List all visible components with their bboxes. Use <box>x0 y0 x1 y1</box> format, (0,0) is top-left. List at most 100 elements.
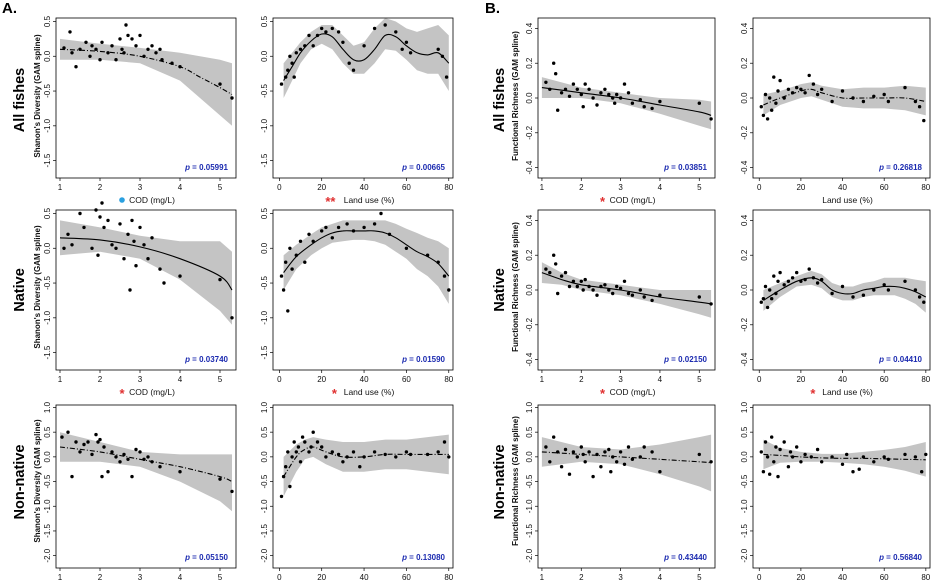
x-tick-label: 0 <box>757 375 762 384</box>
confidence-band <box>283 220 449 304</box>
x-tick-label: 60 <box>880 573 889 581</box>
y-tick-label: -1.0 <box>260 499 269 513</box>
data-point <box>178 274 182 278</box>
data-point <box>307 232 311 236</box>
data-point <box>62 46 66 50</box>
data-point <box>307 450 311 454</box>
data-point <box>146 257 150 261</box>
data-point <box>768 288 772 292</box>
data-point <box>765 455 770 459</box>
y-tick-label: 0.2 <box>525 57 534 69</box>
data-point <box>778 447 782 452</box>
y-tick-label: -1.0 <box>740 499 749 513</box>
data-point <box>872 288 876 292</box>
p-value: p = 0.00665 <box>401 163 445 172</box>
data-point <box>118 460 122 464</box>
data-point <box>924 452 928 457</box>
x-tick-label: 40 <box>360 375 369 384</box>
data-point <box>311 44 315 48</box>
panel-A-native-land: 0.5 0.0 -0.5 -1.0 -1.5 0 20 40 60 80 p = 0.01590 La… <box>260 207 454 401</box>
data-point <box>82 442 86 447</box>
x-tick-label: 20 <box>796 573 805 581</box>
data-point <box>556 108 560 112</box>
x-tick-label: 1 <box>58 183 63 192</box>
plot-frame <box>272 17 454 179</box>
data-point <box>330 26 334 31</box>
data-point <box>372 450 377 454</box>
data-point <box>62 246 66 250</box>
data-point <box>840 462 845 466</box>
data-point <box>292 440 296 444</box>
x-axis-label: COD (mg/L) <box>610 195 656 205</box>
data-point <box>98 58 102 62</box>
data-point <box>759 300 763 304</box>
data-point <box>362 225 366 230</box>
y-tick-label: -0.2 <box>740 317 749 331</box>
data-point <box>100 201 104 205</box>
data-point <box>615 284 619 289</box>
data-point <box>114 455 118 459</box>
data-point <box>861 99 866 104</box>
data-point <box>379 211 383 216</box>
data-point <box>120 47 124 51</box>
y-tick-label: 0.5 <box>260 207 269 219</box>
data-point <box>300 435 305 439</box>
x-tick-label: 4 <box>658 183 663 192</box>
y-tick-label: 0.5 <box>43 426 52 438</box>
data-point <box>336 30 341 34</box>
data-point <box>394 455 398 459</box>
y-axis-label-b-3: Functional Richness (GAM spline) <box>511 416 520 546</box>
data-point <box>882 92 886 97</box>
y-tick-label: 1.0 <box>525 401 534 413</box>
y-tick-label: -1.5 <box>43 153 52 167</box>
data-point <box>556 450 560 454</box>
y-tick-label: 0.4 <box>525 22 534 34</box>
x-tick-label: 4 <box>658 573 663 581</box>
data-point <box>851 295 855 299</box>
y-tick-label: -1.5 <box>260 345 269 359</box>
data-point <box>408 51 413 55</box>
data-point <box>146 455 150 459</box>
data-point <box>618 286 623 290</box>
data-point <box>544 80 548 85</box>
fitted-curve <box>283 33 450 81</box>
panel-A-all-land: 0.5 0.0 -0.5 -1.0 -1.5 0 20 40 60 80 p = 0.00665 La… <box>260 15 454 209</box>
data-point <box>807 267 811 271</box>
y-tick-label: -2.0 <box>260 548 269 562</box>
plot-frame <box>55 209 237 371</box>
p-value: p = 0.03740 <box>184 355 228 364</box>
x-tick-label: 3 <box>618 573 623 581</box>
data-point <box>840 284 845 289</box>
data-point <box>882 283 886 287</box>
x-tick-label: 60 <box>880 183 889 192</box>
x-tick-label: 5 <box>218 183 223 192</box>
data-point <box>768 96 772 100</box>
plot-frame <box>752 404 931 569</box>
p-value: p = 0.01590 <box>401 355 445 364</box>
confidence-band <box>60 432 232 512</box>
data-point <box>142 243 146 247</box>
x-tick-label: 20 <box>317 183 326 192</box>
y-tick-label: -0.5 <box>43 84 52 98</box>
data-point <box>324 225 328 230</box>
data-point <box>567 284 572 289</box>
x-tick-label: 0 <box>277 573 282 581</box>
y-axis-label-b-2: Functional Richness (GAM spline) <box>511 222 520 352</box>
x-tick-label: 40 <box>838 183 847 192</box>
x-tick-label: 20 <box>317 573 326 581</box>
data-point <box>447 288 451 292</box>
data-point <box>86 440 90 444</box>
data-point <box>324 455 328 459</box>
data-point <box>917 295 922 299</box>
y-tick-label: -1.5 <box>740 524 749 538</box>
data-point <box>770 108 774 112</box>
panel-A-all-cod: 0.5 0.0 -0.5 -1.0 -1.5 1 2 3 4 5 p = 0.05991 COD (m… <box>43 15 237 205</box>
plot-frame <box>272 404 454 569</box>
p-value: p = 0.02150 <box>663 355 707 364</box>
x-axis-label: Land use (%) <box>344 195 395 205</box>
panel-B-nonnative-cod: 1.0 0.5 0.0 -0.5 -1.0 -1.5 -2.0 1 2 3 4 5 p = 0.4344… <box>525 401 716 581</box>
data-point <box>882 455 886 459</box>
data-point <box>88 54 92 58</box>
data-point <box>776 279 780 283</box>
data-point <box>341 40 345 44</box>
